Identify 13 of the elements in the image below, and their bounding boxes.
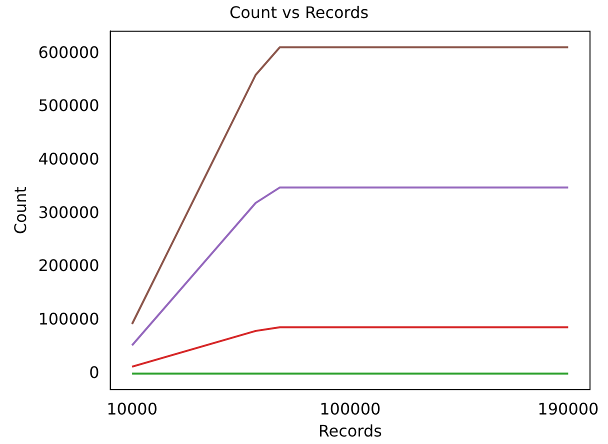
y-tick-label: 200000 [38,256,100,276]
x-axis-title: Records [318,422,382,441]
chart-title: Count vs Records [229,2,369,22]
y-tick-label: 600000 [38,42,100,62]
x-tick-label: 190000 [538,399,599,418]
y-tick-label: 0 [89,362,100,382]
y-tick-label: 100000 [38,309,100,328]
x-tick-label: 10000 [106,399,158,418]
y-tick-label: 500000 [38,96,100,116]
y-tick-label: 300000 [38,202,100,222]
x-tick-label: 100000 [320,399,381,418]
y-axis-title: Count [10,186,30,234]
y-tick-label: 400000 [38,149,100,168]
